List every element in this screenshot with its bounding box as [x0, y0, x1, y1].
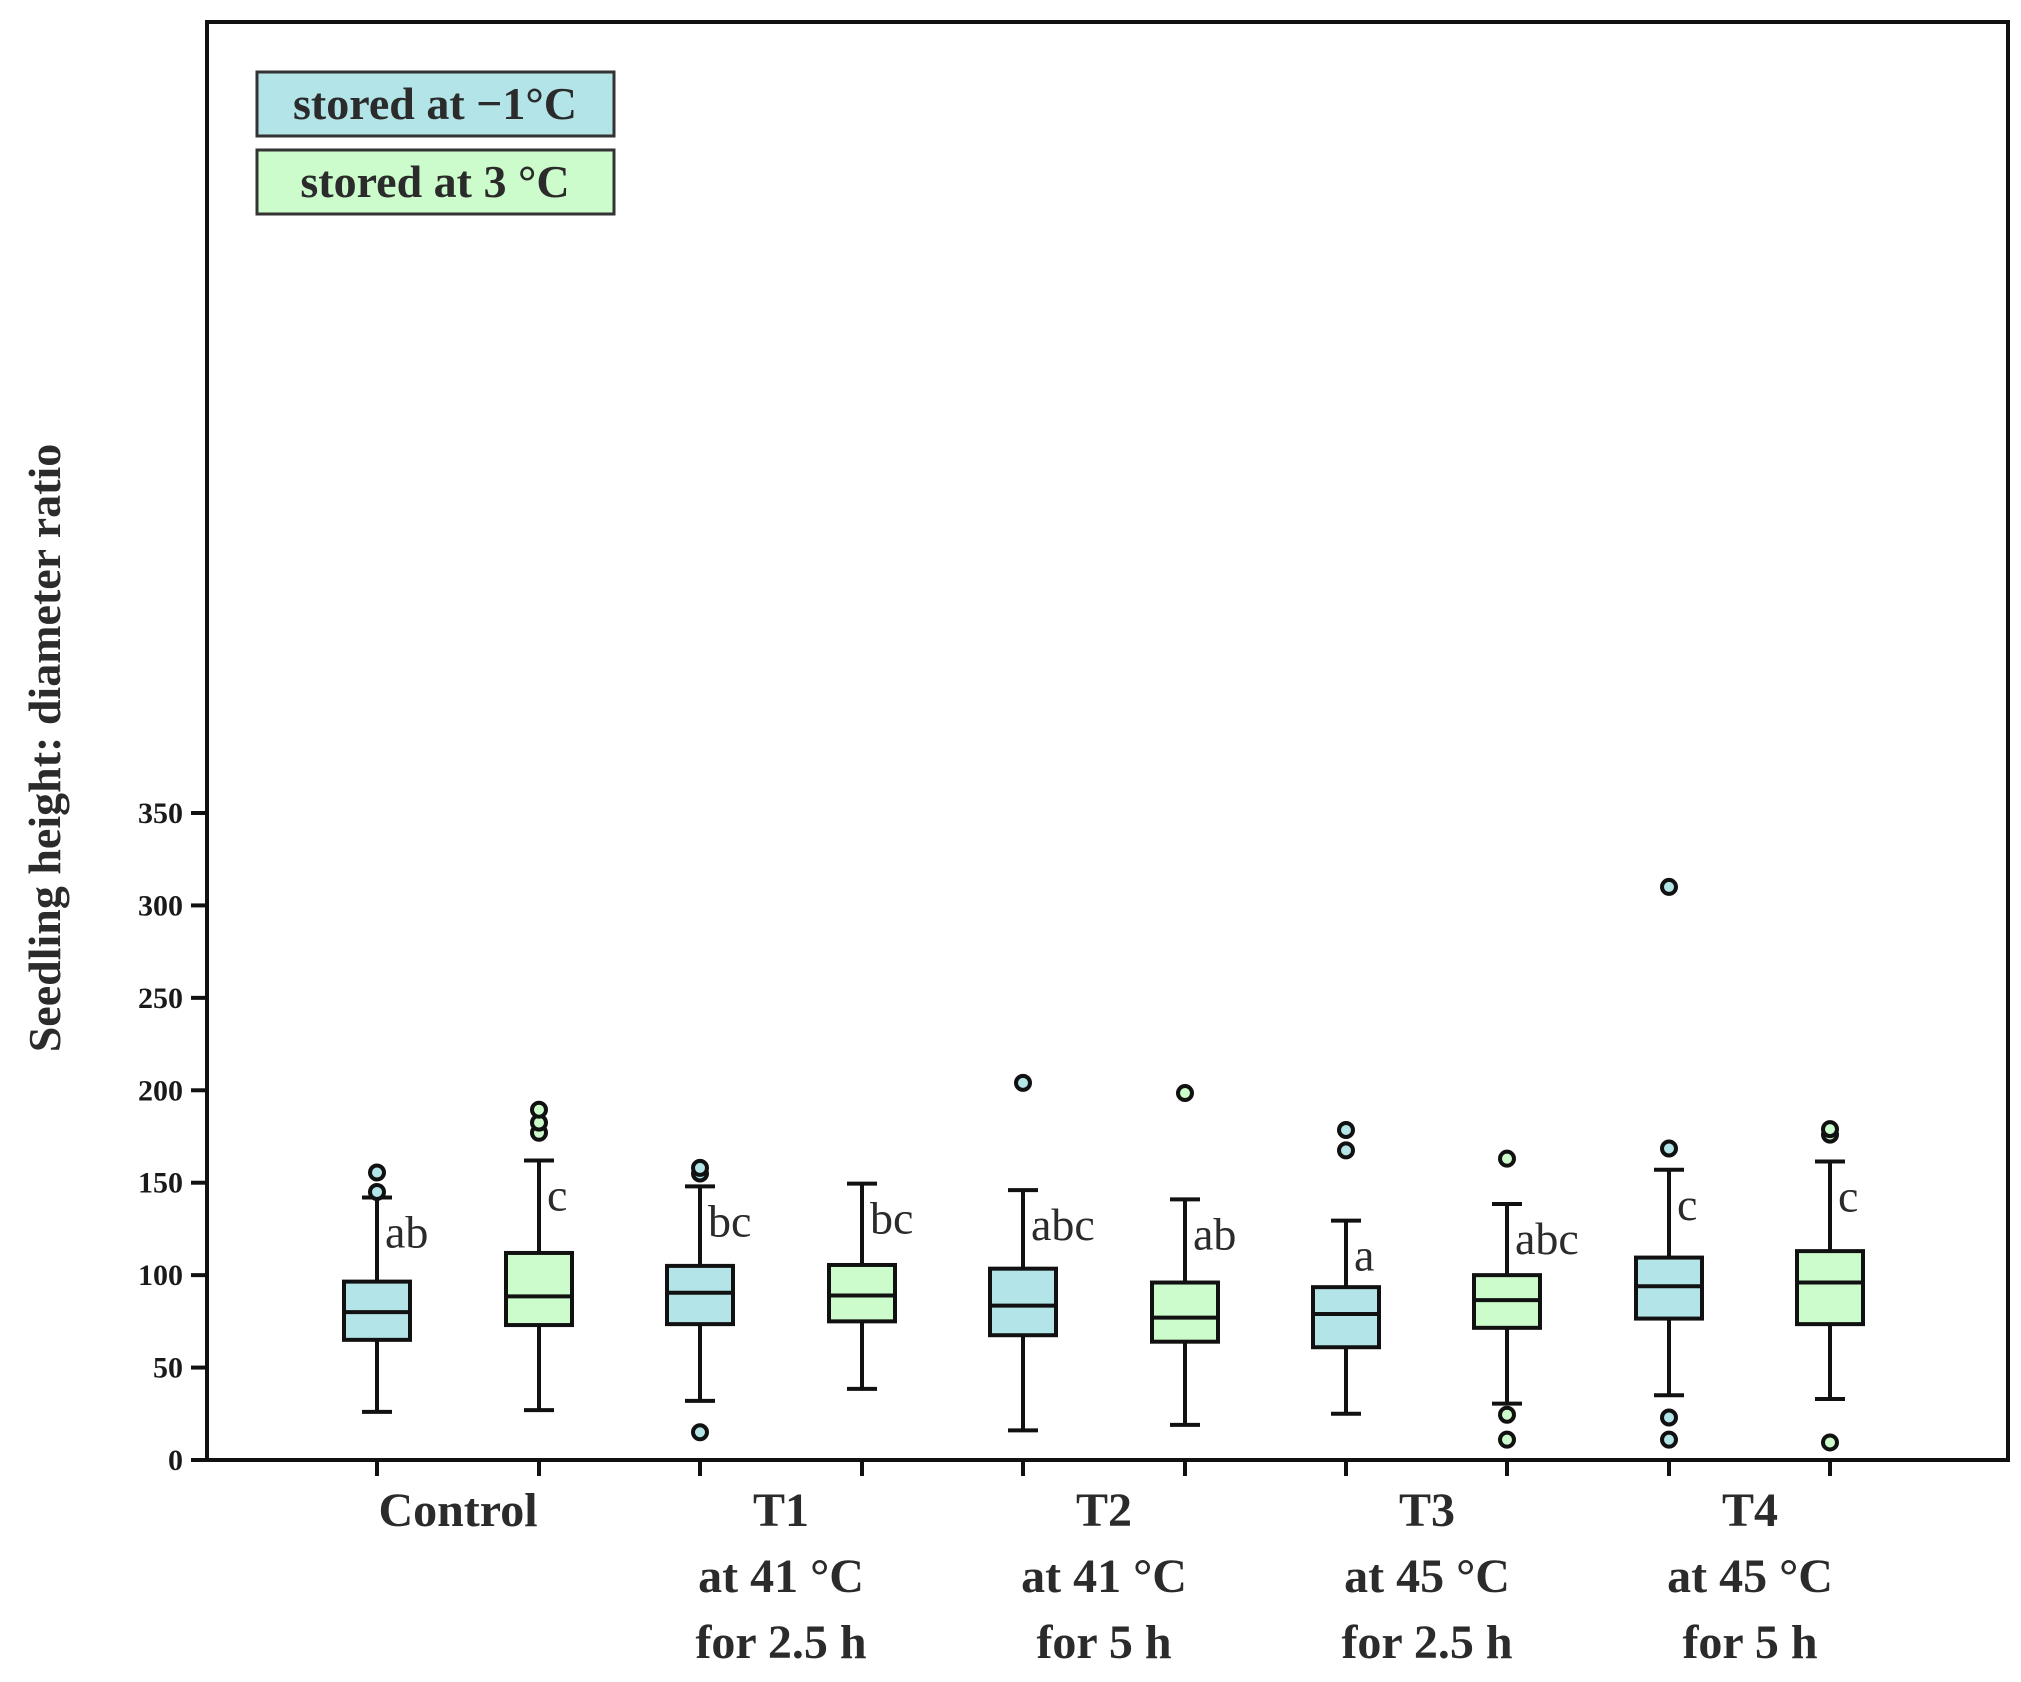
box-9: c	[1795, 1120, 1865, 1452]
legend-label: stored at −1°C	[293, 78, 577, 129]
plot-frame	[205, 20, 2010, 1462]
box-iqr	[1795, 1249, 1865, 1327]
outlier-point	[1014, 1073, 1032, 1092]
outlier-point	[1660, 1408, 1678, 1427]
box-iqr	[827, 1262, 897, 1324]
outlier-point	[1498, 1149, 1516, 1168]
outlier-point	[1660, 1430, 1678, 1449]
y-tick-label: 200	[138, 1074, 183, 1107]
outlier-point	[368, 1163, 386, 1182]
y-tick-label: 0	[168, 1444, 183, 1477]
significance-letter: abc	[1515, 1213, 1579, 1264]
y-axis: 0 50 100 150 200 250 300 350	[138, 797, 207, 1477]
category-label: at 41 °C	[698, 1550, 864, 1603]
significance-letter: ab	[1193, 1208, 1236, 1259]
y-tick-label: 250	[138, 982, 183, 1015]
outlier-point	[1660, 1139, 1678, 1158]
y-tick-label: 350	[138, 797, 183, 830]
box-1: c	[504, 1100, 574, 1413]
legend-item: stored at −1°C	[255, 70, 616, 138]
x-axis: Control T1 at 41 °C for 2.5 h T2 at 41 °C for …	[375, 1460, 1833, 1669]
significance-letter: bc	[870, 1193, 913, 1244]
box-5: ab	[1150, 1084, 1236, 1427]
category-label: T3	[1399, 1484, 1455, 1537]
legend: stored at −1°C stored at 3 °C	[255, 70, 616, 216]
category-label: at 41 °C	[1021, 1550, 1187, 1603]
legend-label: stored at 3 °C	[300, 156, 569, 207]
category-label-group: T4 at 45 °C for 5 h	[1667, 1484, 1833, 1669]
category-label-group: Control	[378, 1484, 537, 1537]
outlier-point	[691, 1158, 709, 1177]
category-label: at 45 °C	[1344, 1550, 1510, 1603]
category-label: at 45 °C	[1667, 1550, 1833, 1603]
y-axis-title: Seedling height: diameter ratio	[19, 444, 70, 1053]
outlier-point	[1660, 877, 1678, 896]
category-label-group: T2 at 41 °C for 5 h	[1021, 1484, 1187, 1669]
category-label: T2	[1076, 1484, 1132, 1537]
significance-letter: c	[1838, 1170, 1858, 1221]
category-label-group: T1 at 41 °C for 2.5 h	[695, 1484, 866, 1669]
category-label: for 5 h	[1036, 1616, 1171, 1669]
outlier-point	[1498, 1430, 1516, 1449]
category-label: for 2.5 h	[695, 1616, 866, 1669]
outlier-point	[1337, 1141, 1355, 1160]
category-label: for 5 h	[1682, 1616, 1817, 1669]
significance-letter: a	[1354, 1230, 1374, 1281]
category-label: Control	[378, 1484, 537, 1537]
significance-letter: abc	[1031, 1199, 1095, 1250]
outlier-point	[530, 1100, 548, 1119]
outlier-point	[1821, 1433, 1839, 1452]
legend-swatch	[255, 148, 616, 216]
category-label: T1	[753, 1484, 809, 1537]
box-4: abc	[988, 1073, 1095, 1433]
legend-swatch	[255, 70, 616, 138]
box-6: a	[1311, 1121, 1381, 1416]
outlier-point	[1498, 1405, 1516, 1424]
category-label: for 2.5 h	[1341, 1616, 1512, 1669]
box-0: ab	[342, 1163, 428, 1414]
box-iqr	[504, 1250, 574, 1328]
significance-letter: c	[547, 1170, 567, 1221]
outlier-point	[1337, 1121, 1355, 1140]
y-tick-label: 50	[153, 1352, 183, 1385]
box-3: bc	[827, 1181, 913, 1391]
significance-letter: bc	[708, 1195, 751, 1246]
box-7: abc	[1472, 1149, 1579, 1449]
outlier-point	[368, 1182, 386, 1201]
y-tick-label: 100	[138, 1259, 183, 1292]
outlier-point	[1821, 1120, 1839, 1139]
box-iqr	[1311, 1285, 1381, 1350]
category-label-group: T3 at 45 °C for 2.5 h	[1341, 1484, 1512, 1669]
outlier-point	[1176, 1084, 1194, 1103]
y-tick-label: 150	[138, 1167, 183, 1200]
box-iqr	[665, 1263, 735, 1327]
legend-item: stored at 3 °C	[255, 148, 616, 216]
box-iqr	[988, 1266, 1058, 1338]
outlier-point	[691, 1423, 709, 1442]
significance-letter: c	[1677, 1179, 1697, 1230]
significance-letter: ab	[385, 1206, 428, 1257]
box-8: c	[1634, 877, 1704, 1449]
plot-area: 0 50 100 150 200 250 300 350 Seedling height: di…	[19, 20, 2010, 1669]
y-tick-label: 300	[138, 889, 183, 922]
category-label: T4	[1722, 1484, 1778, 1537]
box-iqr	[1150, 1280, 1220, 1344]
box-2: bc	[665, 1158, 751, 1442]
